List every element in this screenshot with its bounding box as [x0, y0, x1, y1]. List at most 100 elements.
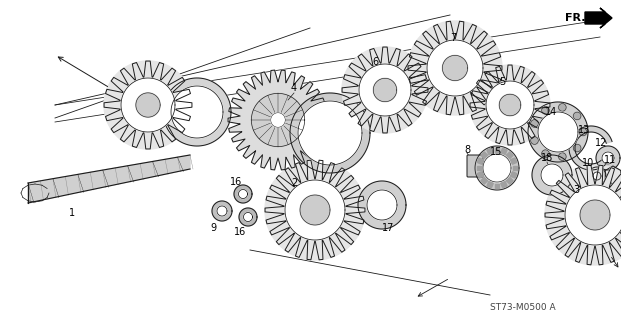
Bar: [494, 184, 499, 188]
Circle shape: [531, 137, 538, 144]
Text: 10: 10: [582, 158, 594, 168]
Text: 16: 16: [230, 177, 242, 187]
Polygon shape: [265, 160, 365, 260]
Polygon shape: [290, 93, 370, 173]
Polygon shape: [532, 155, 572, 195]
Polygon shape: [545, 165, 621, 265]
Polygon shape: [373, 78, 397, 102]
Text: 4: 4: [291, 83, 297, 93]
Polygon shape: [136, 93, 160, 117]
Text: 12: 12: [595, 138, 607, 148]
Polygon shape: [239, 208, 257, 226]
Polygon shape: [234, 185, 252, 203]
Bar: [476, 166, 481, 170]
Bar: [481, 152, 487, 159]
Polygon shape: [499, 94, 521, 116]
Circle shape: [579, 128, 587, 136]
Polygon shape: [593, 172, 601, 180]
Text: FR.: FR.: [565, 13, 586, 23]
Bar: [477, 172, 484, 178]
Circle shape: [558, 104, 566, 111]
Polygon shape: [470, 65, 550, 145]
Bar: [487, 148, 493, 155]
Polygon shape: [300, 195, 330, 225]
Polygon shape: [285, 180, 345, 240]
Polygon shape: [342, 47, 428, 133]
Circle shape: [558, 153, 566, 160]
Text: 8: 8: [464, 145, 470, 155]
Polygon shape: [238, 189, 248, 198]
Text: ST73-M0500 A: ST73-M0500 A: [490, 303, 556, 313]
Polygon shape: [359, 64, 411, 116]
Polygon shape: [104, 61, 192, 149]
Text: 16: 16: [234, 227, 246, 237]
Polygon shape: [104, 61, 192, 149]
Bar: [506, 152, 513, 159]
Bar: [494, 148, 499, 152]
Text: 6: 6: [372, 57, 378, 67]
Bar: [501, 148, 507, 155]
Polygon shape: [271, 113, 285, 127]
Polygon shape: [486, 81, 534, 129]
Polygon shape: [538, 112, 578, 152]
Polygon shape: [565, 185, 621, 245]
Text: 17: 17: [382, 223, 394, 233]
Bar: [477, 158, 484, 164]
Text: 1: 1: [69, 208, 75, 218]
Polygon shape: [442, 55, 468, 81]
Polygon shape: [243, 212, 253, 221]
Polygon shape: [171, 86, 223, 138]
Text: 15: 15: [490, 147, 502, 157]
Polygon shape: [528, 102, 588, 162]
FancyBboxPatch shape: [467, 155, 483, 177]
Text: 14: 14: [545, 107, 557, 117]
Polygon shape: [228, 70, 328, 170]
Bar: [506, 177, 513, 184]
Text: 7: 7: [450, 33, 456, 43]
Polygon shape: [596, 146, 620, 170]
Bar: [481, 177, 487, 184]
Circle shape: [531, 120, 538, 127]
Polygon shape: [605, 166, 621, 184]
Polygon shape: [408, 21, 502, 115]
Polygon shape: [541, 164, 563, 186]
Polygon shape: [358, 181, 406, 229]
Polygon shape: [569, 126, 612, 170]
Polygon shape: [252, 93, 305, 147]
Text: 11: 11: [604, 155, 616, 165]
Polygon shape: [121, 78, 175, 132]
Text: 3: 3: [573, 185, 579, 195]
Polygon shape: [545, 165, 621, 265]
Polygon shape: [265, 160, 365, 260]
Text: 13: 13: [578, 125, 590, 135]
Polygon shape: [28, 155, 190, 203]
Polygon shape: [475, 146, 519, 190]
Polygon shape: [588, 167, 606, 185]
Polygon shape: [163, 78, 231, 146]
Circle shape: [542, 150, 550, 157]
Polygon shape: [580, 200, 610, 230]
Circle shape: [573, 144, 581, 152]
Text: 9: 9: [210, 223, 216, 233]
Circle shape: [573, 112, 581, 120]
Polygon shape: [217, 206, 227, 216]
Text: 2: 2: [291, 178, 297, 188]
Polygon shape: [427, 40, 483, 96]
Polygon shape: [602, 152, 614, 164]
Circle shape: [542, 107, 550, 114]
Text: 5: 5: [499, 77, 505, 87]
Text: 18: 18: [541, 153, 553, 163]
Bar: [501, 181, 507, 188]
Polygon shape: [585, 8, 612, 28]
Bar: [510, 172, 517, 178]
Polygon shape: [342, 47, 428, 133]
Polygon shape: [483, 154, 511, 182]
Polygon shape: [367, 190, 397, 220]
Polygon shape: [212, 201, 232, 221]
Polygon shape: [470, 65, 550, 145]
Polygon shape: [298, 101, 362, 165]
Bar: [510, 158, 517, 164]
Bar: [512, 166, 517, 170]
Polygon shape: [408, 21, 502, 115]
Bar: [487, 181, 493, 188]
